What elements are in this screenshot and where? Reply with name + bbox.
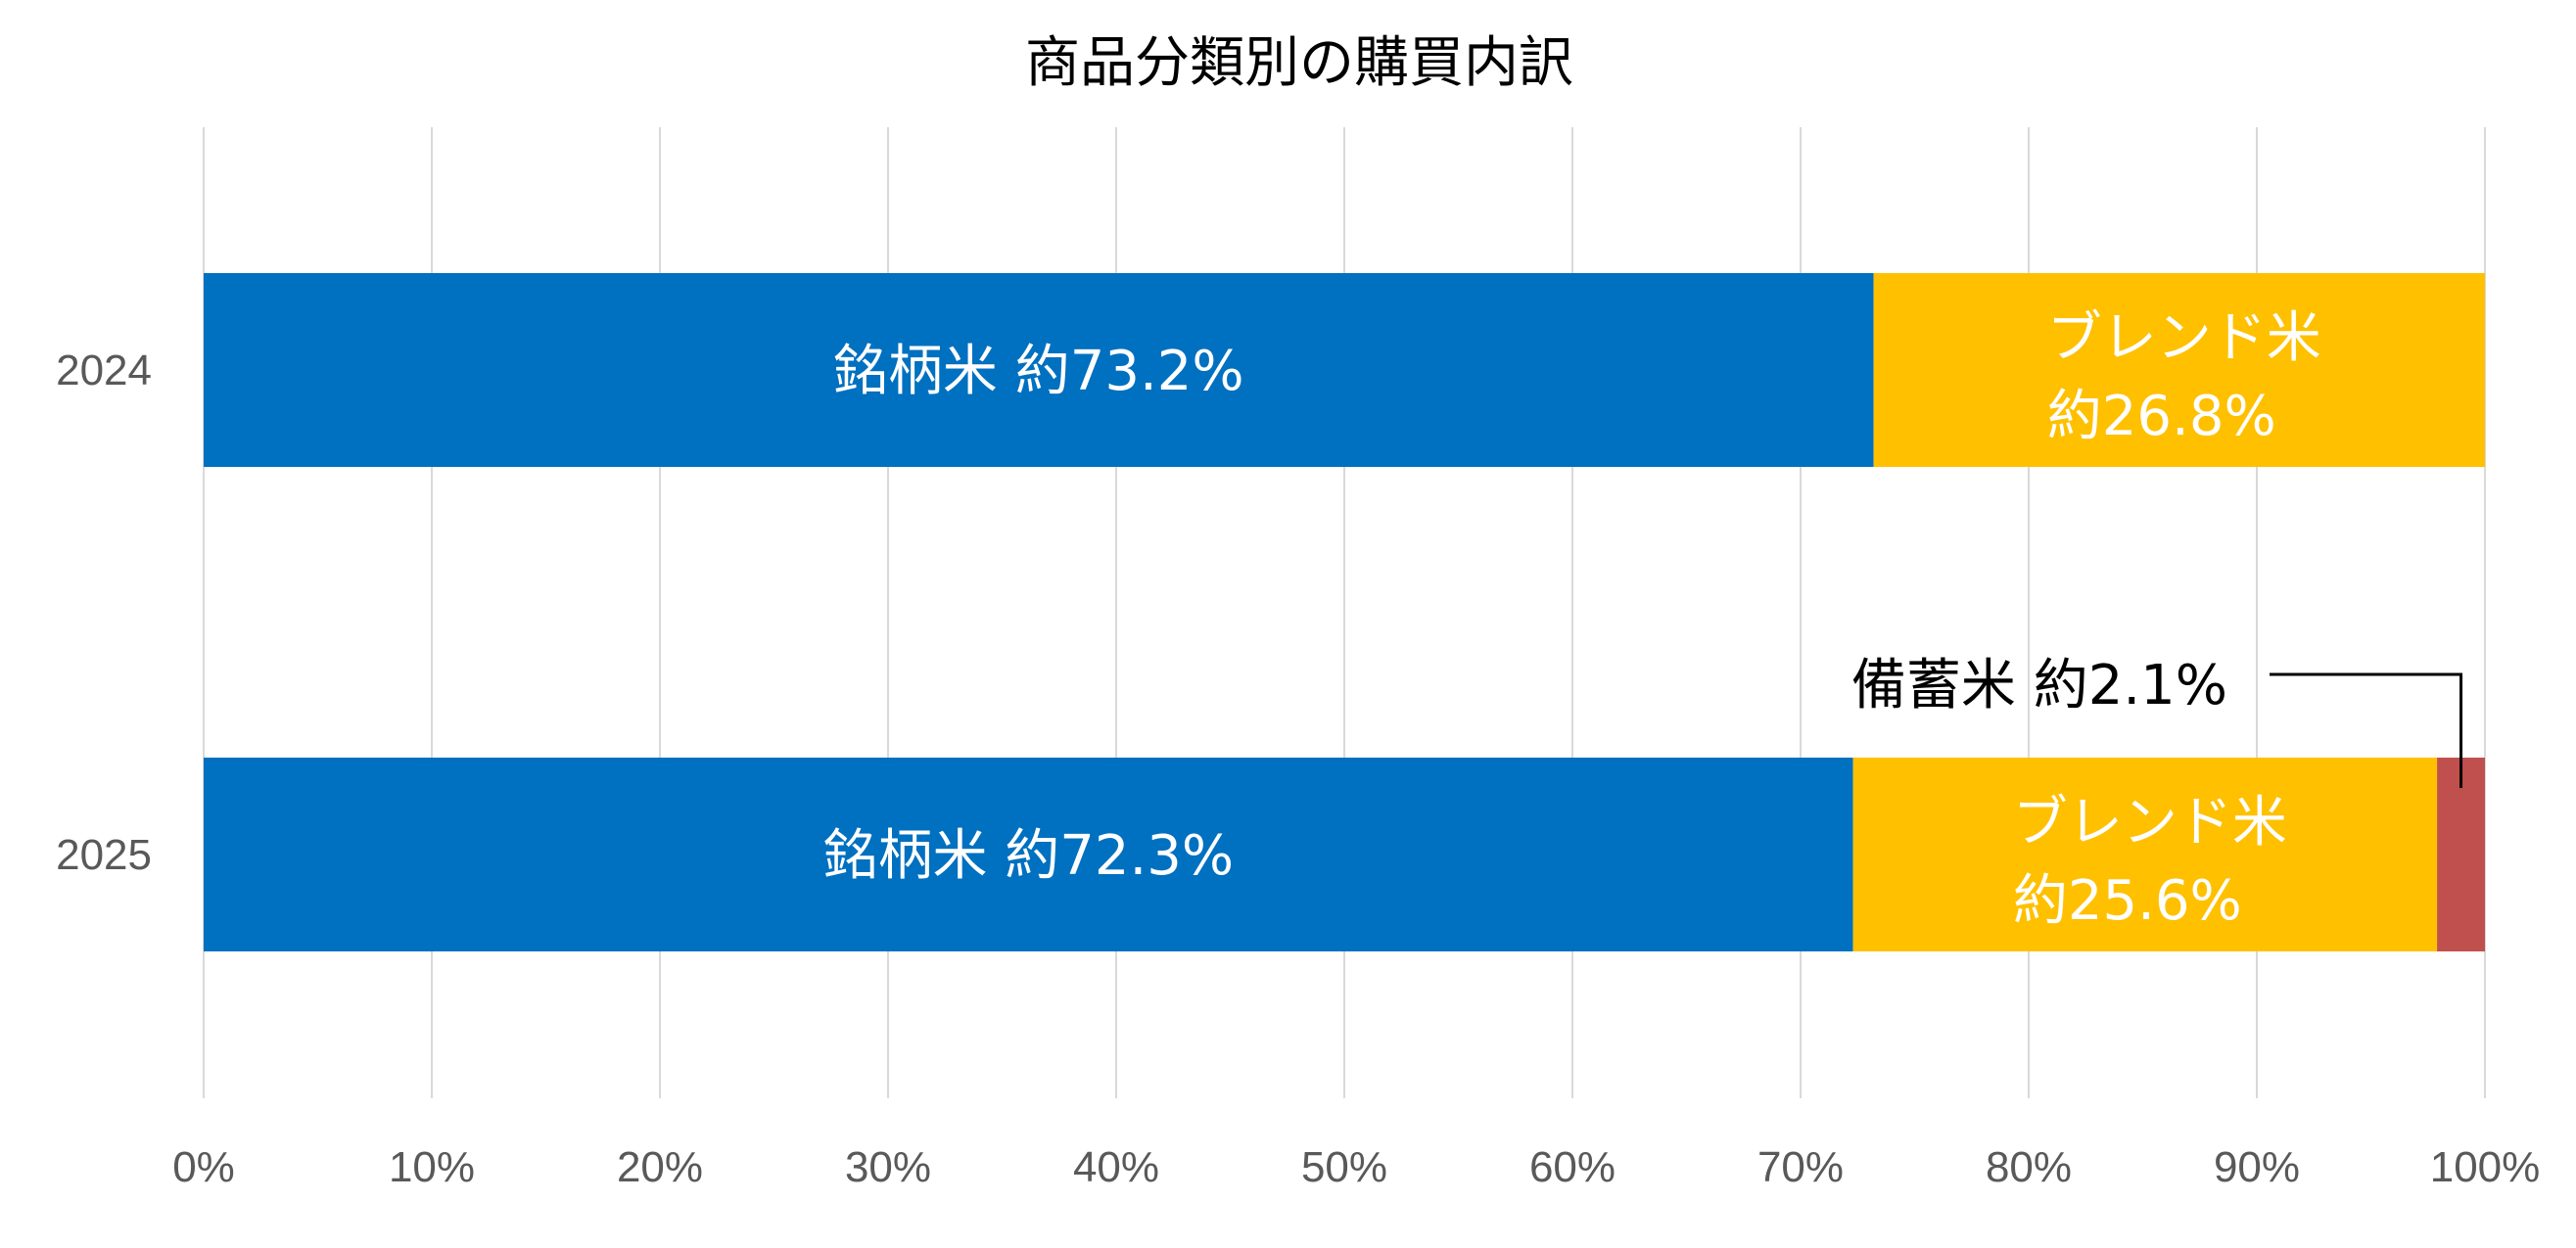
callout-label: 備蓄米 約2.1% [1851, 654, 2227, 717]
axes: 0% 10% 20% 30% 40% 50% 60% 70% 80% 90% 100% 2024 202… [56, 347, 2540, 1191]
x-tick-label: 90% [2214, 1143, 2300, 1191]
x-tick-label: 40% [1073, 1143, 1159, 1191]
chart-title: 商品分類別の購買内訳 [1025, 31, 1573, 95]
bar-segment [204, 273, 1874, 467]
x-tick-label: 0% [172, 1143, 235, 1191]
x-tick-label: 30% [845, 1143, 931, 1191]
gridlines [203, 127, 2486, 1098]
bar-segment [1873, 273, 2485, 467]
x-tick-label: 70% [1757, 1143, 1844, 1191]
bar-segment-label: ブレンド米 [2013, 791, 2287, 855]
bar-segment-label: 銘柄米 約72.3% [822, 824, 1234, 888]
y-category-label: 2024 [56, 347, 152, 394]
bars [204, 273, 2485, 951]
bar-segment [2437, 758, 2485, 951]
x-tick-label: 20% [617, 1143, 703, 1191]
bar-segment-label: 約25.6% [2013, 869, 2242, 933]
bar-segment [1852, 758, 2438, 951]
x-tick-label: 100% [2430, 1143, 2541, 1191]
bar-segment-label: 銘柄米 約73.2% [833, 340, 1244, 403]
bar-segment [204, 758, 1853, 951]
callout-leader-line [2270, 672, 2463, 788]
y-category-label: 2025 [56, 831, 152, 879]
x-tick-label: 60% [1529, 1143, 1616, 1191]
bar-segment-label: ブレンド米 [2047, 306, 2321, 370]
x-tick-label: 80% [1986, 1143, 2072, 1191]
x-tick-label: 50% [1301, 1143, 1387, 1191]
x-tick-label: 10% [389, 1143, 475, 1191]
bar-segment-label: 約26.8% [2047, 385, 2276, 448]
